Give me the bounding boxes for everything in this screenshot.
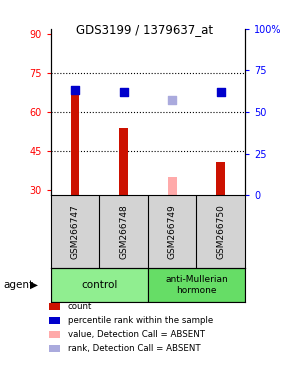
Text: rank, Detection Call = ABSENT: rank, Detection Call = ABSENT <box>68 344 200 353</box>
Text: GDS3199 / 1379637_at: GDS3199 / 1379637_at <box>77 23 213 36</box>
Bar <box>119 128 128 195</box>
Point <box>121 89 126 95</box>
Text: anti-Mullerian
hormone: anti-Mullerian hormone <box>165 275 228 295</box>
Text: ▶: ▶ <box>30 280 39 290</box>
Bar <box>148 268 245 302</box>
Point <box>73 87 77 93</box>
Text: value, Detection Call = ABSENT: value, Detection Call = ABSENT <box>68 330 204 339</box>
Bar <box>51 268 148 302</box>
Text: percentile rank within the sample: percentile rank within the sample <box>68 316 213 325</box>
Text: count: count <box>68 302 92 311</box>
Text: agent: agent <box>3 280 33 290</box>
Bar <box>216 162 225 195</box>
Point <box>170 98 175 104</box>
Point <box>218 89 223 95</box>
Text: control: control <box>81 280 117 290</box>
Text: GSM266748: GSM266748 <box>119 204 128 259</box>
Text: GSM266749: GSM266749 <box>168 204 177 259</box>
Bar <box>168 177 177 195</box>
Text: GSM266750: GSM266750 <box>216 204 225 259</box>
Bar <box>71 86 79 195</box>
Text: GSM266747: GSM266747 <box>70 204 79 259</box>
